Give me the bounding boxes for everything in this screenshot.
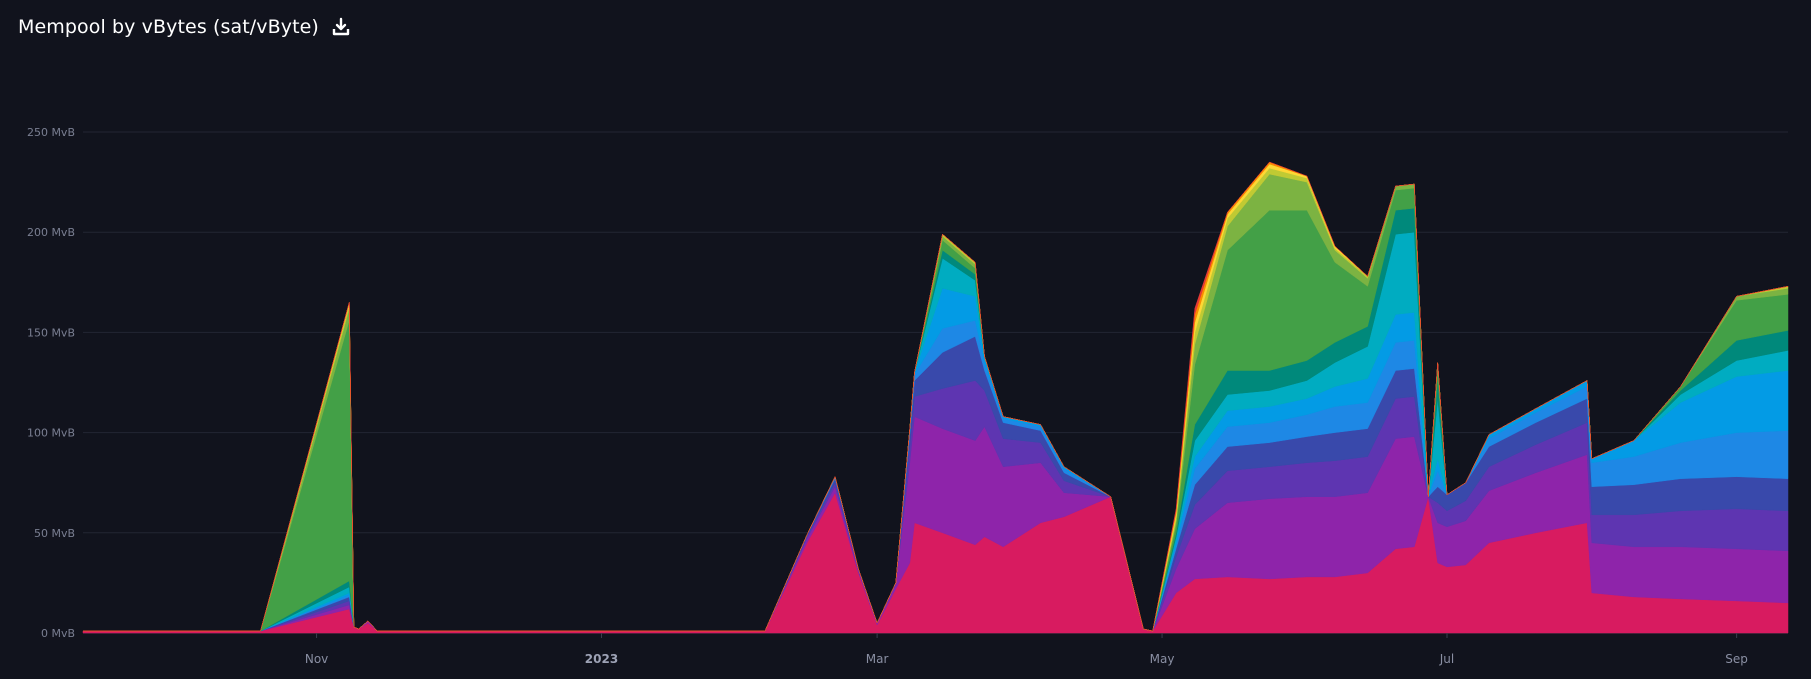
chart-title: Mempool by vBytes (sat/vByte)	[18, 16, 319, 38]
x-tick-label: 2023	[585, 652, 618, 666]
stacked-areas	[82, 161, 1789, 634]
y-tick-label: 150 MvB	[27, 326, 75, 339]
axes: 0 MvB 50 MvB 100 MvB 150 MvB 200 MvB 250 MvB N…	[27, 126, 1748, 666]
y-tick-label: 250 MvB	[27, 126, 75, 139]
y-tick-label: 50 MvB	[34, 527, 75, 540]
y-tick-label: 200 MvB	[27, 226, 75, 239]
chart-header: Mempool by vBytes (sat/vByte)	[18, 16, 351, 38]
download-icon[interactable]	[331, 17, 351, 37]
x-tick-label: May	[1150, 652, 1175, 666]
x-tick-label: Mar	[866, 652, 889, 666]
x-tick-label: Sep	[1725, 652, 1748, 666]
y-tick-label: 100 MvB	[27, 427, 75, 440]
y-tick-label: 0 MvB	[41, 627, 75, 640]
x-tick-label: Nov	[305, 652, 328, 666]
area-series-13	[83, 161, 1789, 632]
x-tick-label: Jul	[1439, 652, 1454, 666]
